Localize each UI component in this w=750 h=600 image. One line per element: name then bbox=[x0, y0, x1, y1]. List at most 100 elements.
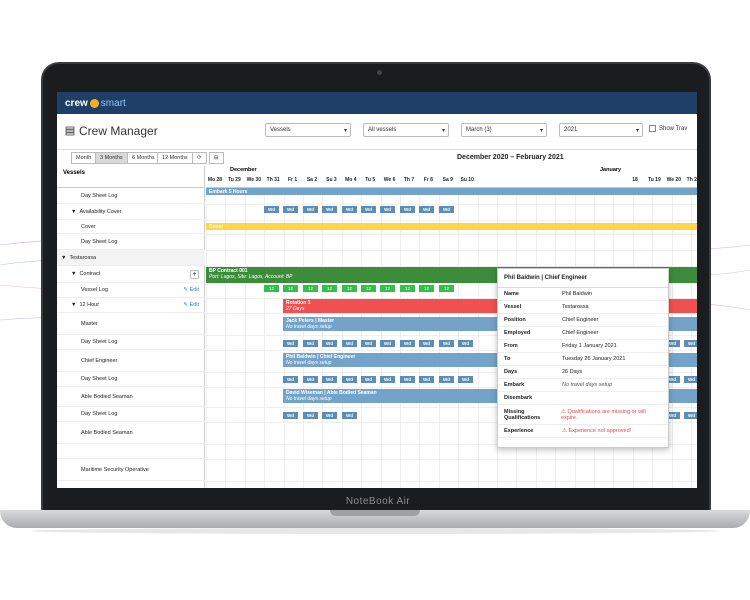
day-cell[interactable]: Wd bbox=[322, 340, 337, 347]
day-cell[interactable]: Wd bbox=[439, 340, 454, 347]
day-cell[interactable]: 12 bbox=[283, 285, 298, 292]
tree-row[interactable]: Day Sheet Log bbox=[57, 188, 205, 204]
view-12-months-button[interactable]: 12 Months bbox=[157, 152, 193, 164]
day-cell[interactable]: Wd bbox=[322, 412, 337, 419]
view-month-button[interactable]: Month bbox=[71, 152, 97, 164]
day-cell[interactable]: 12 bbox=[439, 285, 454, 292]
embark-bar[interactable]: Embark 5 Hours bbox=[206, 188, 697, 195]
show-travel-checkbox[interactable]: Show Trav bbox=[649, 125, 687, 132]
view-3-months-button[interactable]: 3 Months bbox=[95, 152, 128, 164]
edit-link[interactable]: ✎ Edit bbox=[183, 287, 199, 293]
day-cell[interactable]: Wd bbox=[419, 206, 434, 213]
day-cell[interactable]: Wd bbox=[283, 206, 298, 213]
day-cell[interactable]: Wd bbox=[439, 376, 454, 383]
checkbox-box[interactable] bbox=[649, 125, 656, 132]
popup-row-value: Chief Engineer bbox=[562, 317, 599, 323]
grid-column-line bbox=[691, 188, 692, 488]
day-cell[interactable]: Wd bbox=[264, 206, 279, 213]
tree-row[interactable]: Day Sheet Log bbox=[57, 372, 205, 387]
day-cell[interactable]: Wd bbox=[342, 340, 357, 347]
tree-row[interactable]: ▼ Testarossa bbox=[57, 250, 205, 266]
chevron-down-icon[interactable]: ▼ bbox=[61, 254, 67, 261]
edit-link[interactable]: ✎ Edit bbox=[183, 302, 199, 308]
day-cell[interactable]: Wd bbox=[665, 412, 680, 419]
day-cell[interactable]: Wd bbox=[342, 376, 357, 383]
tree-row[interactable]: Day Sheet Log bbox=[57, 234, 205, 250]
chevron-down-icon[interactable]: ▼ bbox=[71, 208, 77, 215]
refresh-button[interactable]: ⟳ bbox=[192, 152, 207, 164]
tree-row[interactable]: Chief Engineer bbox=[57, 350, 205, 372]
cover-bar[interactable]: Cover bbox=[206, 223, 697, 230]
tree-row[interactable]: ▼ 12 Hour ✎ Edit bbox=[57, 298, 205, 313]
add-button[interactable]: + bbox=[190, 269, 199, 279]
day-cell[interactable]: Wd bbox=[380, 206, 395, 213]
day-cell[interactable]: 12 bbox=[380, 285, 395, 292]
day-cell[interactable]: 12 bbox=[303, 285, 318, 292]
type-select[interactable]: Vessels ▾ bbox=[265, 123, 351, 137]
popup-row-label: Missing Qualifications bbox=[504, 408, 541, 421]
grid-row-line bbox=[206, 283, 697, 284]
day-cell[interactable]: 12 bbox=[342, 285, 357, 292]
page-title: Crew Manager bbox=[65, 124, 158, 138]
day-cell[interactable]: 12 bbox=[322, 285, 337, 292]
day-cell[interactable]: Wd bbox=[342, 412, 357, 419]
tree-row[interactable]: Vessel Log ✎ Edit bbox=[57, 283, 205, 298]
tree-row[interactable]: ▼ Contract + bbox=[57, 266, 205, 283]
day-cell[interactable]: Wd bbox=[380, 376, 395, 383]
tree-row[interactable]: Maritime Security Operative bbox=[57, 459, 205, 481]
day-cell[interactable]: Wd bbox=[283, 340, 298, 347]
day-cell[interactable]: Wd bbox=[322, 206, 337, 213]
day-cell[interactable]: 12 bbox=[419, 285, 434, 292]
base-notch bbox=[330, 510, 420, 516]
embark-bar-title: Embark 5 Hours bbox=[209, 189, 248, 195]
day-cell[interactable]: Wd bbox=[361, 206, 376, 213]
day-cell[interactable]: Wd bbox=[283, 376, 298, 383]
day-cell[interactable]: Wd bbox=[361, 376, 376, 383]
day-cell[interactable]: Wd bbox=[303, 340, 318, 347]
day-cell[interactable]: Wd bbox=[665, 376, 680, 383]
tree-row[interactable]: Master bbox=[57, 313, 205, 335]
day-cell[interactable]: Wd bbox=[419, 340, 434, 347]
chevron-down-icon[interactable]: ▼ bbox=[71, 271, 77, 277]
day-cell[interactable]: 12 bbox=[264, 285, 279, 292]
tree-row[interactable]: Day Sheet Log bbox=[57, 335, 205, 350]
tree-row[interactable]: Cover bbox=[57, 220, 205, 234]
tree-row[interactable]: Able Bodied Seaman bbox=[57, 387, 205, 407]
day-cell[interactable]: Wd bbox=[303, 376, 318, 383]
day-header: Tu 29 bbox=[228, 177, 241, 183]
tree-row[interactable]: Able Bodied Seaman bbox=[57, 422, 205, 444]
view-6-months-button[interactable]: 6 Months bbox=[127, 152, 160, 164]
day-cell[interactable]: Wd bbox=[400, 206, 415, 213]
day-cell[interactable]: Wd bbox=[283, 412, 298, 419]
tree-row-label: Day Sheet Log bbox=[81, 411, 118, 417]
day-cell[interactable]: Wd bbox=[684, 376, 697, 383]
day-cell[interactable]: Wd bbox=[684, 412, 697, 419]
day-cell[interactable]: Wd bbox=[303, 412, 318, 419]
year-select[interactable]: 2021 ▾ bbox=[559, 123, 643, 137]
day-cell[interactable]: Wd bbox=[361, 340, 376, 347]
day-cell[interactable]: 12 bbox=[400, 285, 415, 292]
day-cell[interactable]: Wd bbox=[380, 340, 395, 347]
popup-row-value: 26 Days bbox=[562, 369, 583, 375]
day-cell[interactable]: Wd bbox=[303, 206, 318, 213]
day-cell[interactable]: Wd bbox=[419, 376, 434, 383]
day-cell[interactable]: Wd bbox=[458, 340, 473, 347]
day-cell[interactable]: Wd bbox=[322, 376, 337, 383]
vessel-select[interactable]: All vessels ▾ bbox=[363, 123, 449, 137]
app-logo[interactable]: crew smart bbox=[65, 98, 126, 109]
tree-row-label: Day Sheet Log bbox=[81, 238, 118, 245]
chevron-down-icon[interactable]: ▼ bbox=[71, 302, 77, 308]
tree-row[interactable]: ▼ Availability Cover bbox=[57, 204, 205, 220]
month-select[interactable]: March (3) ▾ bbox=[461, 123, 547, 137]
day-cell[interactable]: Wd bbox=[684, 340, 697, 347]
day-cell[interactable]: Wd bbox=[458, 376, 473, 383]
tree-row[interactable]: Day Sheet Log bbox=[57, 407, 205, 422]
day-cell[interactable]: Wd bbox=[400, 340, 415, 347]
day-cell[interactable]: Wd bbox=[400, 376, 415, 383]
tree-row[interactable] bbox=[57, 444, 205, 459]
day-cell[interactable]: Wd bbox=[439, 206, 454, 213]
day-cell[interactable]: Wd bbox=[665, 340, 680, 347]
day-cell[interactable]: Wd bbox=[342, 206, 357, 213]
collapse-button[interactable]: ⊟ bbox=[209, 152, 224, 164]
day-cell[interactable]: 12 bbox=[361, 285, 376, 292]
